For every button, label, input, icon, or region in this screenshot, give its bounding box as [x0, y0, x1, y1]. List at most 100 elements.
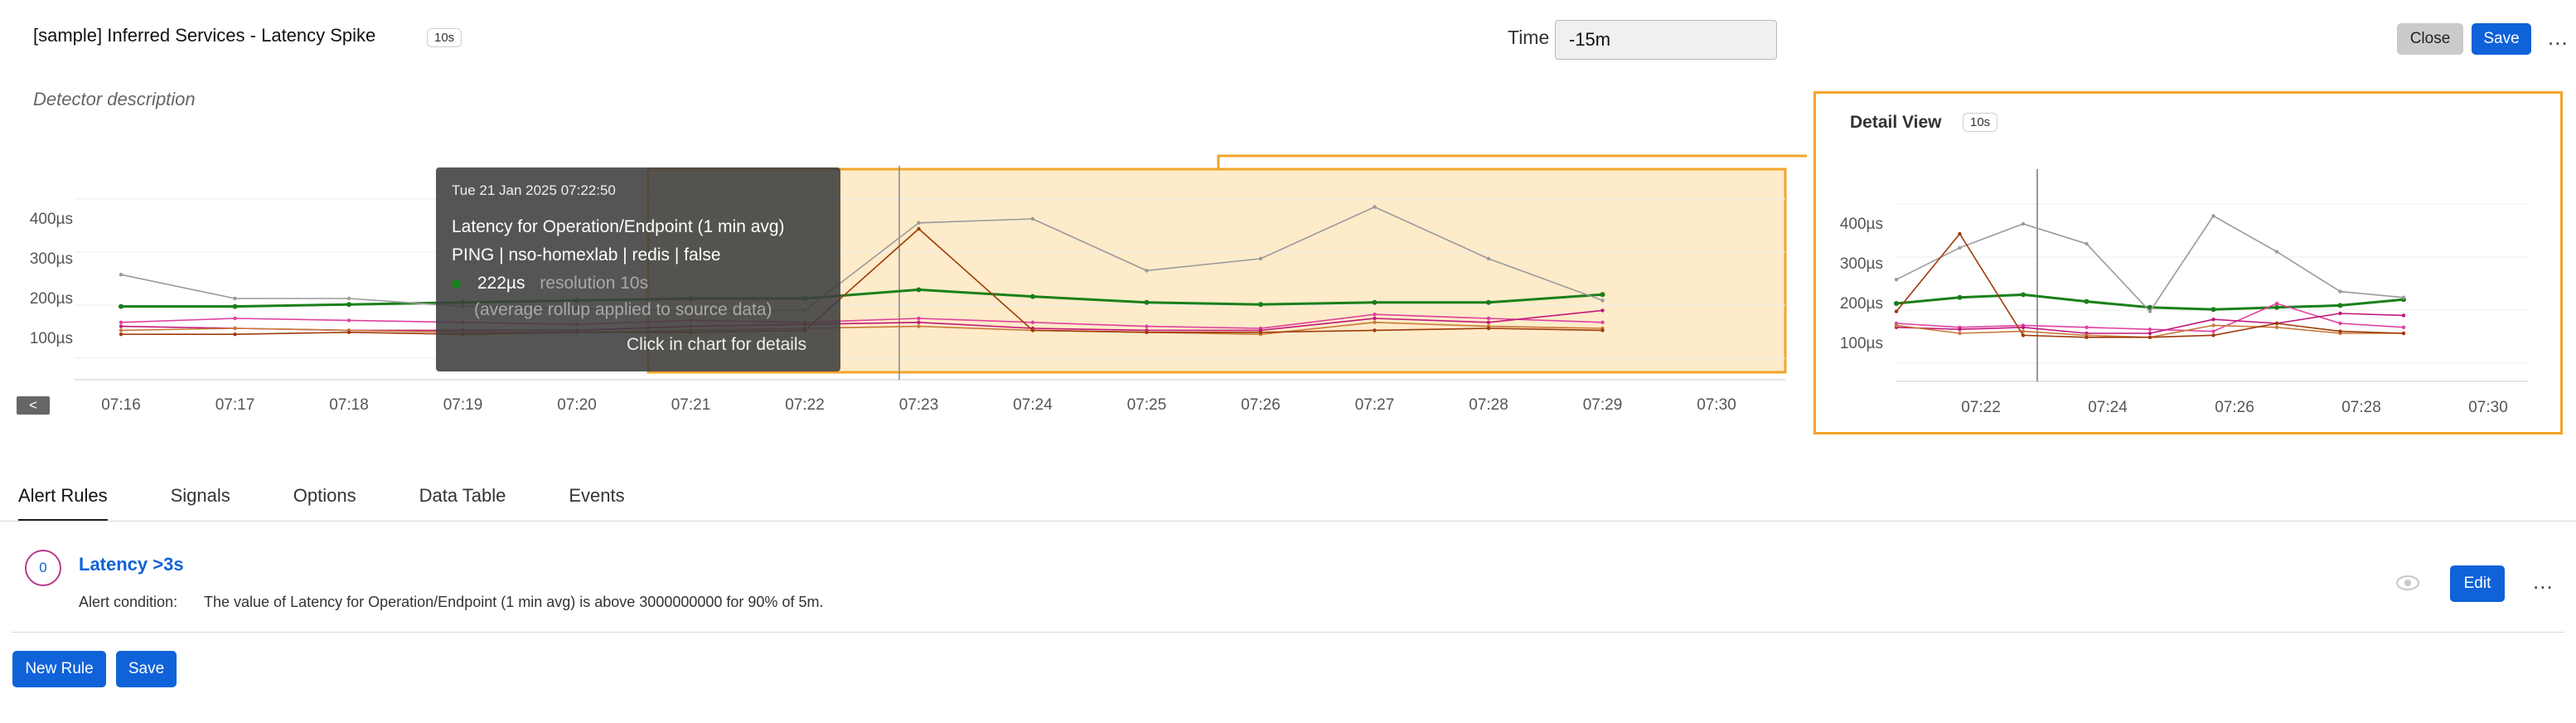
x-tick-label: 07:20 — [557, 396, 597, 414]
data-point — [1372, 299, 1378, 305]
data-point — [233, 316, 237, 321]
series-line — [120, 313, 1603, 329]
data-point — [917, 221, 921, 225]
data-point — [917, 226, 921, 231]
x-tick-label: 07:16 — [101, 396, 141, 414]
x-tick-label: 07:30 — [2468, 399, 2508, 416]
data-point — [2085, 325, 2089, 329]
resolution-badge: 10s — [427, 28, 462, 47]
series-line — [121, 227, 1603, 336]
detail-view-badge: 10s — [1963, 113, 1998, 132]
edit-rule-button[interactable]: Edit — [2450, 565, 2505, 602]
data-point — [1486, 326, 1491, 331]
data-point — [1958, 328, 1962, 332]
data-point — [1373, 328, 1377, 332]
data-point — [1373, 313, 1377, 317]
data-point — [2021, 333, 2026, 337]
data-point — [1486, 299, 1491, 305]
data-point — [1957, 294, 1963, 300]
tab-options[interactable]: Options — [293, 485, 356, 506]
x-tick-label: 07:18 — [329, 396, 369, 414]
tab-alert-rules[interactable]: Alert Rules — [18, 485, 108, 522]
tooltip-timestamp: Tue 21 Jan 2025 07:22:50 — [452, 182, 616, 198]
series-line — [120, 321, 1603, 336]
x-tick-label: 07:17 — [215, 396, 255, 414]
data-point — [2274, 321, 2279, 326]
data-point — [2401, 331, 2406, 336]
data-point — [119, 303, 123, 309]
y-tick-label: 300µs — [30, 250, 73, 268]
data-point — [1373, 205, 1377, 209]
data-point — [2211, 318, 2215, 322]
data-point — [233, 326, 237, 331]
data-point — [1600, 328, 1605, 332]
data-point — [2021, 325, 2026, 329]
data-point — [2147, 328, 2152, 332]
data-point — [232, 303, 238, 309]
data-point — [1486, 320, 1491, 324]
rule-divider — [12, 632, 2564, 633]
tab-signals[interactable]: Signals — [170, 485, 230, 506]
data-point — [2085, 241, 2089, 246]
data-point — [1486, 316, 1491, 321]
rule-more-icon[interactable]: ... — [2533, 569, 2554, 594]
close-button[interactable]: Close — [2397, 23, 2463, 55]
y-tick-label: 300µs — [1840, 255, 1883, 273]
data-point — [2338, 321, 2342, 326]
data-point — [2274, 250, 2279, 254]
data-point — [2401, 295, 2406, 299]
eye-icon[interactable] — [2395, 572, 2420, 594]
data-point — [2338, 311, 2342, 316]
x-tick-label: 07:26 — [2215, 399, 2254, 416]
y-tick-label: 400µs — [1840, 216, 1883, 233]
data-point — [119, 328, 123, 332]
data-point — [916, 287, 922, 293]
data-point — [2274, 325, 2279, 329]
y-tick-label: 100µs — [30, 330, 73, 347]
series-line — [120, 206, 1603, 312]
time-range-input[interactable] — [1555, 20, 1777, 60]
tab-data-table[interactable]: Data Table — [419, 485, 506, 506]
data-point — [119, 273, 123, 277]
data-point — [346, 302, 351, 308]
data-point — [1600, 308, 1605, 313]
data-point — [1894, 309, 1899, 313]
header-save-button[interactable]: Save — [2472, 23, 2531, 55]
detail-connector — [1217, 154, 1807, 169]
collapse-chart-button[interactable]: < — [17, 396, 50, 415]
series-line — [1896, 232, 2404, 338]
data-point — [1600, 298, 1605, 303]
x-tick-label: 07:30 — [1697, 396, 1736, 414]
data-point — [917, 320, 921, 324]
detail-view-panel — [1813, 91, 2563, 434]
more-options-icon[interactable]: ... — [2548, 25, 2569, 50]
data-point — [1258, 256, 1263, 261]
detail-chart[interactable]: 400µs 300µs 200µs 100µs 07:22 07:24 07:26 07:2… — [1815, 158, 2545, 423]
tab-events[interactable]: Events — [569, 485, 625, 506]
footer-save-button[interactable]: Save — [116, 651, 177, 687]
y-tick-label: 400µs — [30, 211, 73, 228]
data-point — [2401, 313, 2406, 318]
main-chart[interactable]: 400µs 300µs 200µs 100µs 07:16 07:17 07:18 07:1… — [0, 149, 1807, 423]
data-point — [1894, 278, 1899, 282]
data-point — [917, 324, 921, 328]
detector-description-field[interactable]: Detector description — [33, 89, 196, 109]
chart-tooltip: Tue 21 Jan 2025 07:22:50 Latency for Ope… — [436, 167, 840, 371]
data-point — [233, 332, 237, 337]
x-tick-label: 07:28 — [2341, 399, 2381, 416]
data-point — [1958, 231, 1962, 236]
tooltip-hint: Click in chart for details — [627, 335, 807, 354]
data-point — [1030, 216, 1035, 221]
data-point — [1600, 320, 1605, 324]
data-point — [1894, 323, 1899, 328]
series-line — [121, 288, 1603, 308]
data-point — [1030, 294, 1035, 299]
data-point — [2085, 335, 2089, 339]
y-tick-label: 200µs — [1840, 295, 1883, 313]
tooltip-value: 222µs — [477, 274, 525, 293]
data-point — [2274, 304, 2279, 310]
data-point — [2338, 329, 2342, 333]
new-rule-button[interactable]: New Rule — [12, 651, 106, 687]
alert-rule-name[interactable]: Latency >3s — [79, 554, 184, 575]
series-color-dot — [452, 279, 461, 289]
